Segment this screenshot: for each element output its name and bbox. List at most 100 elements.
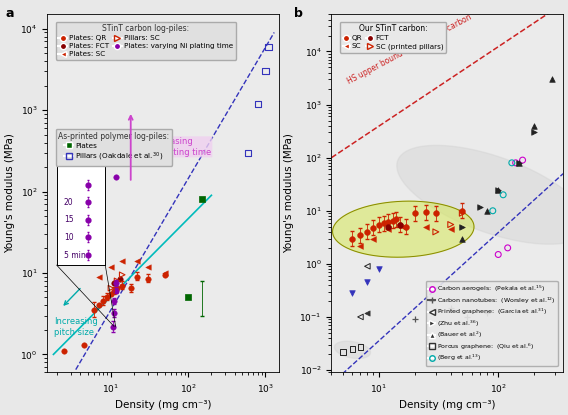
Point bbox=[112, 285, 122, 291]
Point bbox=[112, 278, 122, 284]
Point bbox=[356, 344, 365, 350]
Point bbox=[529, 122, 538, 129]
Point bbox=[110, 310, 119, 317]
Point bbox=[106, 285, 115, 291]
Point bbox=[253, 100, 262, 107]
Point bbox=[94, 273, 103, 280]
Point bbox=[126, 285, 135, 291]
Point bbox=[197, 196, 206, 203]
Point bbox=[363, 263, 372, 270]
Polygon shape bbox=[332, 201, 474, 257]
Y-axis label: Young's modulus (MPa): Young's modulus (MPa) bbox=[5, 134, 15, 254]
Point bbox=[399, 223, 408, 230]
Point bbox=[515, 159, 524, 166]
Point bbox=[160, 271, 169, 278]
Point bbox=[160, 270, 169, 276]
Y-axis label: Young's modulus (MPa): Young's modulus (MPa) bbox=[284, 134, 294, 254]
Point bbox=[356, 242, 365, 249]
Point bbox=[348, 235, 357, 242]
Point bbox=[356, 314, 365, 320]
Point bbox=[431, 308, 440, 314]
X-axis label: Density (mg cm⁻³): Density (mg cm⁻³) bbox=[399, 400, 495, 410]
Point bbox=[99, 298, 108, 305]
Point bbox=[133, 273, 142, 280]
Point bbox=[458, 210, 467, 217]
Point bbox=[374, 266, 383, 272]
Point bbox=[482, 310, 491, 316]
Point bbox=[363, 279, 372, 286]
Point bbox=[369, 225, 378, 231]
Point bbox=[392, 216, 401, 222]
Legend: Carbon aerogels:  (Pekala et al.$^{15}$), Carbon nanotubes:  (Worsley et al.$^{1: Carbon aerogels: (Pekala et al.$^{15}$),… bbox=[426, 281, 558, 366]
Point bbox=[94, 302, 103, 309]
Point bbox=[499, 191, 508, 198]
Point bbox=[264, 44, 273, 50]
Point bbox=[244, 149, 253, 156]
Text: Increasing
pitch size: Increasing pitch size bbox=[55, 317, 98, 337]
Point bbox=[395, 221, 404, 228]
Point bbox=[374, 221, 383, 228]
Point bbox=[118, 258, 127, 264]
Point bbox=[60, 348, 69, 354]
Point bbox=[111, 288, 120, 294]
Point bbox=[261, 68, 270, 75]
Point bbox=[446, 226, 456, 232]
Point bbox=[115, 276, 124, 282]
Point bbox=[458, 223, 467, 230]
Point bbox=[110, 280, 119, 286]
Point bbox=[422, 223, 431, 230]
Text: b: b bbox=[294, 7, 303, 20]
Point bbox=[431, 210, 440, 217]
Point bbox=[348, 346, 357, 352]
Point bbox=[547, 76, 556, 83]
Point bbox=[369, 235, 378, 242]
Point bbox=[110, 288, 119, 294]
Point bbox=[106, 263, 115, 270]
Point bbox=[395, 221, 404, 228]
Point bbox=[356, 232, 365, 238]
Point bbox=[410, 210, 419, 217]
X-axis label: Density (mg cm⁻³): Density (mg cm⁻³) bbox=[115, 400, 211, 410]
Point bbox=[446, 221, 456, 228]
Point bbox=[133, 258, 142, 264]
Point bbox=[111, 280, 120, 286]
Text: Increasing
Ni plating time: Increasing Ni plating time bbox=[149, 137, 211, 156]
Point bbox=[511, 159, 520, 166]
Point bbox=[494, 251, 503, 258]
Point bbox=[431, 229, 440, 235]
Point bbox=[488, 208, 498, 214]
Point bbox=[458, 235, 467, 242]
Point bbox=[110, 298, 119, 305]
Point bbox=[118, 282, 127, 289]
Point bbox=[363, 310, 372, 316]
Point bbox=[384, 218, 393, 225]
Point bbox=[348, 290, 357, 297]
Point bbox=[458, 208, 467, 214]
Point bbox=[446, 304, 456, 311]
Point bbox=[103, 294, 112, 301]
Text: HS upper bound for pyrolytic carbon: HS upper bound for pyrolytic carbon bbox=[345, 12, 473, 86]
Point bbox=[106, 291, 115, 298]
Point bbox=[118, 271, 127, 278]
Point bbox=[89, 307, 98, 313]
Point bbox=[507, 159, 516, 166]
Point bbox=[183, 294, 193, 301]
Point bbox=[494, 186, 503, 193]
Point bbox=[339, 349, 348, 355]
Point bbox=[482, 208, 491, 214]
Point bbox=[384, 226, 393, 232]
Point bbox=[463, 314, 472, 320]
Point bbox=[111, 174, 120, 181]
Point bbox=[529, 129, 538, 136]
Point bbox=[363, 229, 372, 235]
Point bbox=[494, 186, 503, 193]
Text: a: a bbox=[6, 7, 14, 20]
Point bbox=[402, 223, 411, 230]
Point bbox=[379, 220, 389, 227]
Polygon shape bbox=[397, 145, 568, 244]
Point bbox=[388, 217, 397, 224]
Point bbox=[143, 263, 152, 270]
Polygon shape bbox=[335, 341, 370, 359]
Point bbox=[503, 244, 512, 251]
Point bbox=[515, 159, 524, 166]
